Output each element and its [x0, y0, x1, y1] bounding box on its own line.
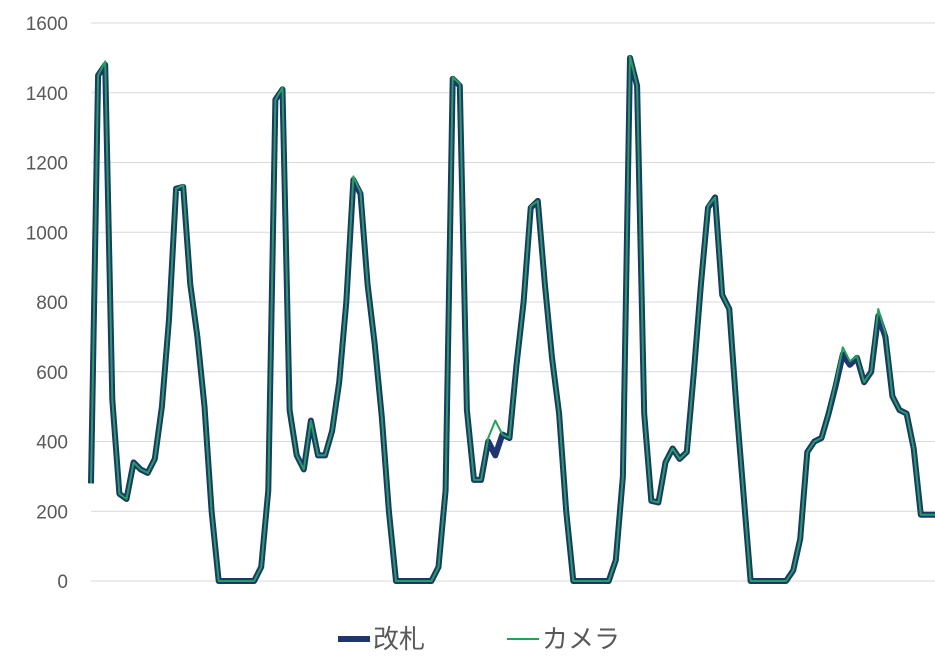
y-tick-label-600: 600 — [36, 363, 68, 384]
legend-label-camera: カメラ — [542, 625, 620, 655]
y-tick-label-1000: 1000 — [26, 223, 68, 244]
y-tick-label-400: 400 — [36, 433, 68, 454]
legend-label-kaisatsu: 改札 — [373, 625, 425, 655]
y-tick-label-1400: 1400 — [26, 84, 68, 105]
y-tick-label-1600: 1600 — [26, 14, 68, 35]
legend: 改札 カメラ — [338, 625, 620, 655]
gridlines — [91, 22, 935, 582]
series-line-kaisatsu — [88, 54, 935, 584]
y-tick-label-1200: 1200 — [26, 154, 68, 175]
series-lines — [88, 54, 935, 584]
y-axis-tick-labels: 0 200 400 600 800 1000 1200 1400 1600 — [26, 14, 68, 593]
series-line-camera — [90, 55, 935, 582]
y-tick-label-0: 0 — [57, 572, 68, 593]
y-tick-label-800: 800 — [36, 293, 68, 314]
y-tick-label-200: 200 — [36, 502, 68, 523]
